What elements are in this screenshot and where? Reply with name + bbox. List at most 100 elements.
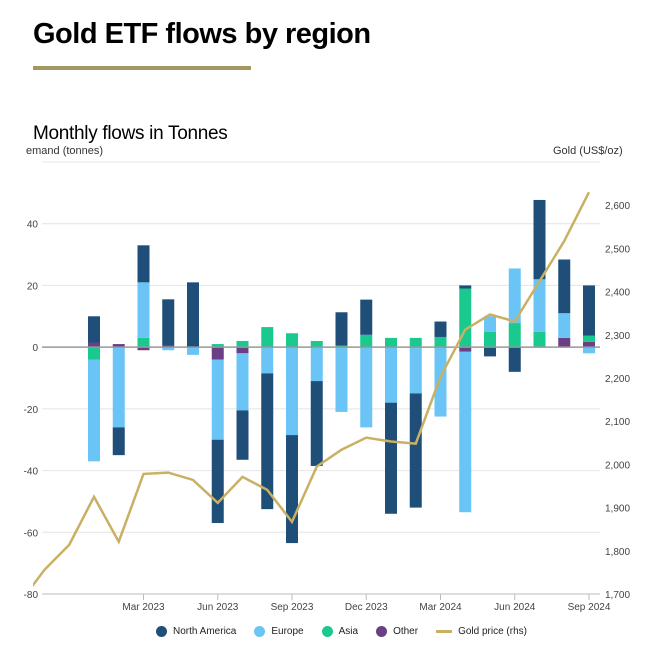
legend: North America Europe Asia Other Gold pri… xyxy=(156,626,527,637)
bar-asia xyxy=(261,327,274,348)
x-tick-label: Dec 2023 xyxy=(345,602,388,613)
bar-north-america xyxy=(286,435,298,544)
bar-other xyxy=(162,345,175,348)
title-underline xyxy=(33,66,251,70)
bar-europe xyxy=(484,316,496,332)
right-axis-label: Gold (US$/oz) xyxy=(553,145,623,157)
bar-asia xyxy=(409,337,422,348)
chart-title: Monthly flows in Tonnes xyxy=(33,123,228,144)
left-tick-label: 0 xyxy=(32,343,38,354)
bar-europe xyxy=(385,347,397,403)
bar-europe xyxy=(187,347,199,355)
bar-north-america xyxy=(310,381,323,466)
bar-asia xyxy=(137,337,150,348)
bar-europe xyxy=(360,347,373,428)
bar-europe xyxy=(434,347,447,417)
legend-label: Europe xyxy=(271,626,304,637)
legend-europe[interactable]: Europe xyxy=(254,626,304,637)
legend-label: Gold price (rhs) xyxy=(458,626,527,637)
right-tick-label: 2,200 xyxy=(605,374,630,385)
legend-other[interactable]: Other xyxy=(376,626,418,637)
bar-north-america xyxy=(558,259,571,314)
bar-north-america xyxy=(162,299,175,346)
bar-north-america xyxy=(533,199,546,280)
bar-north-america xyxy=(335,312,348,346)
bar-asia xyxy=(533,331,546,348)
legend-swatch xyxy=(436,630,453,633)
bar-north-america xyxy=(385,402,397,514)
bar-north-america xyxy=(508,347,521,372)
bar-asia xyxy=(434,336,447,348)
bar-europe xyxy=(261,347,274,374)
bar-north-america xyxy=(583,285,595,336)
bar-europe xyxy=(583,347,595,354)
legend-swatch xyxy=(156,626,167,637)
bar-asia xyxy=(360,334,373,348)
right-tick-label: 2,600 xyxy=(605,201,630,212)
legend-asia[interactable]: Asia xyxy=(321,626,358,637)
right-tick-label: 2,000 xyxy=(605,460,630,471)
left-tick-label: -40 xyxy=(24,467,39,478)
x-tick-label: Sep 2024 xyxy=(568,602,611,613)
bar-europe xyxy=(335,347,348,412)
bar-asia xyxy=(583,335,595,342)
legend-north-america[interactable]: North America xyxy=(156,626,236,637)
left-tick-label: -60 xyxy=(24,528,39,539)
bar-other xyxy=(112,344,125,348)
left-tick-label: -80 xyxy=(24,590,39,601)
x-tick-label: Jun 2024 xyxy=(494,602,536,613)
bar-other xyxy=(88,342,100,348)
bar-europe xyxy=(236,353,249,411)
bar-asia xyxy=(335,345,348,348)
legend-swatch xyxy=(376,626,388,637)
gold-price-line xyxy=(33,191,591,588)
right-tick-label: 2,500 xyxy=(605,244,630,255)
bar-north-america xyxy=(409,393,422,508)
left-tick-label: 40 xyxy=(27,220,39,231)
right-tick-label: 2,400 xyxy=(605,288,630,299)
x-tick-label: Mar 2024 xyxy=(419,602,462,613)
bar-europe xyxy=(533,279,546,332)
bar-north-america xyxy=(261,373,274,510)
legend-gold-price[interactable]: Gold price (rhs) xyxy=(436,626,527,637)
bar-other xyxy=(137,347,150,351)
bar-north-america xyxy=(187,282,199,348)
bar-asia xyxy=(236,340,249,348)
bar-asia xyxy=(88,347,100,360)
bar-asia xyxy=(286,333,298,348)
bar-asia xyxy=(508,323,521,348)
left-axis-label: emand (tonnes) xyxy=(26,145,104,157)
bar-europe xyxy=(137,282,150,338)
bar-europe xyxy=(459,351,472,513)
bar-asia xyxy=(385,337,397,348)
bar-north-america xyxy=(459,285,472,289)
bar-asia xyxy=(459,288,472,348)
bar-europe xyxy=(112,347,125,428)
right-tick-label: 2,100 xyxy=(605,417,630,428)
bar-north-america xyxy=(434,321,447,337)
legend-swatch xyxy=(254,626,266,637)
bar-asia xyxy=(310,340,323,348)
right-tick-label: 1,800 xyxy=(605,547,630,558)
legend-swatch xyxy=(321,626,333,637)
bar-europe xyxy=(508,268,521,324)
bar-asia xyxy=(211,344,224,348)
bar-north-america xyxy=(137,245,150,283)
bar-europe xyxy=(286,347,298,436)
x-tick-label: Sep 2023 xyxy=(271,602,314,613)
bar-other xyxy=(583,341,595,348)
right-tick-label: 2,300 xyxy=(605,331,630,342)
bar-asia xyxy=(484,331,496,348)
legend-label: Other xyxy=(393,626,419,637)
bar-north-america xyxy=(211,439,224,524)
bar-europe xyxy=(310,347,323,382)
right-tick-label: 1,900 xyxy=(605,504,630,515)
bar-north-america xyxy=(88,316,100,343)
bar-europe xyxy=(88,359,100,462)
x-tick-label: Jun 2023 xyxy=(197,602,239,613)
page-title: Gold ETF flows by region xyxy=(33,18,371,50)
bar-europe xyxy=(409,347,422,394)
bar-europe xyxy=(211,359,224,440)
bar-north-america xyxy=(360,299,373,335)
